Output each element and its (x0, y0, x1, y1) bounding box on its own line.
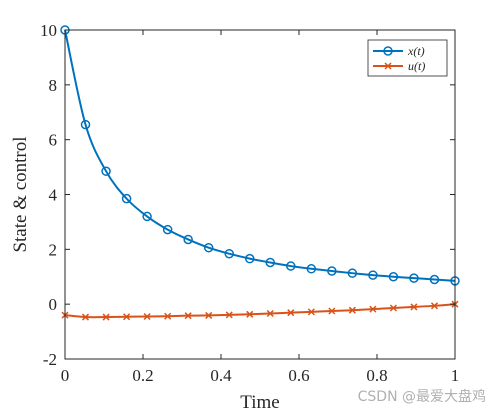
data-point-x (265, 257, 276, 268)
legend-marker-x (383, 46, 393, 56)
y-tick-label: 6 (49, 131, 58, 150)
data-point-u (246, 310, 254, 318)
data-point-x (327, 266, 337, 276)
data-point-u (205, 311, 213, 319)
data-point-u (266, 309, 274, 318)
data-point-u (369, 305, 377, 313)
data-point-u (307, 308, 315, 316)
data-point-u (348, 306, 356, 314)
x-axis-title: Time (240, 392, 279, 413)
legend-label-u: u(t) (408, 59, 425, 73)
data-point-u (102, 313, 110, 321)
legend-marker-u (384, 62, 392, 70)
data-point-x (142, 211, 152, 222)
y-tick-label: 0 (49, 295, 58, 314)
y-tick-label: -2 (43, 350, 57, 369)
data-point-u (287, 309, 295, 317)
data-point-x (388, 272, 399, 282)
data-point-u (164, 312, 172, 320)
data-point-x (286, 261, 296, 271)
data-point-x (121, 193, 132, 204)
data-point-x (347, 268, 358, 278)
data-point-x (162, 224, 173, 235)
data-point-u (81, 313, 90, 321)
watermark: CSDN @最爱大盘鸡 (357, 389, 486, 405)
x-tick-label: 0.8 (366, 366, 387, 385)
legend: x(t)u(t) (367, 39, 448, 77)
x-tick-label: 0 (61, 366, 70, 385)
series-line-u (64, 303, 456, 319)
data-point-x (244, 253, 255, 264)
y-tick-label: 8 (49, 76, 58, 95)
data-point-u (184, 312, 192, 320)
y-axis-title: State & control (10, 136, 31, 252)
data-point-x (101, 166, 111, 176)
x-tick-label: 0.2 (132, 366, 153, 385)
x-tick-label: 0.6 (288, 366, 309, 385)
data-point-x (368, 270, 378, 280)
data-point-x (224, 248, 234, 259)
y-tick-label: 4 (49, 186, 58, 205)
data-point-u (143, 312, 151, 321)
data-point-u (389, 304, 397, 312)
y-tick-label: 2 (49, 240, 58, 259)
data-point-x (203, 242, 214, 253)
data-point-u (123, 313, 131, 321)
data-point-x (80, 119, 91, 130)
data-point-u (225, 311, 233, 319)
data-point-x (429, 274, 440, 285)
data-point-x (183, 234, 193, 245)
y-tick-label: 10 (40, 21, 57, 40)
x-tick-label: 0.4 (210, 366, 232, 385)
data-point-u (328, 307, 336, 315)
x-tick-label: 1 (451, 366, 460, 385)
data-point-u (410, 303, 418, 311)
data-point-x (409, 273, 419, 283)
legend-label-x: x(t) (407, 44, 425, 58)
plot-area (60, 25, 460, 321)
series-line-x (64, 29, 456, 282)
data-point-x (306, 264, 317, 274)
data-point-u (430, 302, 439, 310)
legend-box (367, 39, 448, 77)
